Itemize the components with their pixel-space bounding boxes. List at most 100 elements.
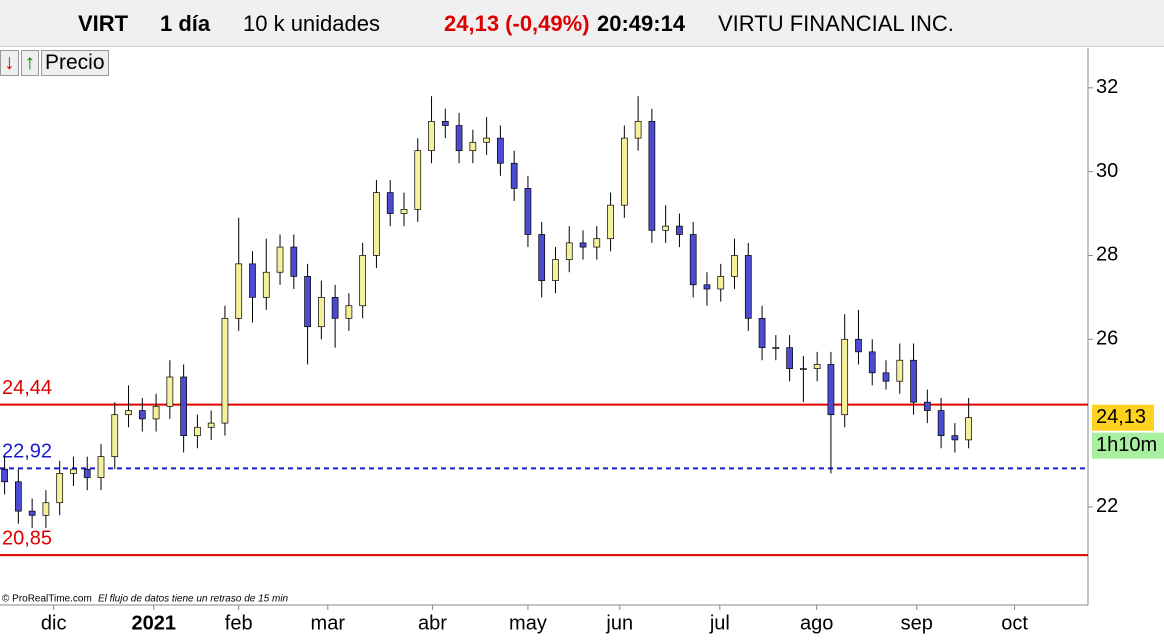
candle-body (882, 372, 890, 382)
symbol[interactable]: VIRT (78, 11, 129, 36)
y-tick-label: 22 (1096, 495, 1118, 517)
candle-body (855, 338, 862, 353)
candle-body (455, 125, 463, 152)
candle-body (841, 338, 849, 416)
candle-body (386, 192, 394, 214)
time: 20:49:14 (597, 11, 686, 36)
candle-body (42, 502, 50, 516)
candle-body (1, 468, 8, 483)
level-label: 20,85 (2, 527, 52, 549)
company-name: VIRTU FINANCIAL INC. (718, 11, 954, 36)
candle-body (896, 359, 904, 382)
countdown-badge (1092, 432, 1164, 459)
candle-body (373, 192, 380, 256)
candle-body (262, 271, 270, 298)
candle-body (111, 414, 119, 457)
x-tick-label: feb (225, 612, 253, 634)
candle-body (97, 456, 105, 478)
candle-body (180, 376, 187, 437)
period[interactable]: 1 día (160, 11, 211, 36)
candle-body (331, 297, 339, 319)
candle-body (70, 468, 77, 474)
candle-body (538, 234, 546, 281)
y-tick-label: 30 (1096, 160, 1118, 182)
candle-body (744, 255, 752, 319)
candle-body (689, 234, 697, 286)
candle-body (910, 359, 917, 403)
candle-body (15, 481, 22, 512)
y-tick-label: 26 (1096, 328, 1118, 350)
candle-body (400, 209, 408, 214)
candle-body (758, 317, 766, 349)
candle-body (428, 120, 435, 152)
candle-body (717, 276, 725, 290)
candle-body (579, 242, 587, 248)
down-button[interactable]: ↓ (0, 50, 19, 76)
x-tick-label: ago (800, 612, 833, 634)
countdown-label: 1h10m (1096, 434, 1157, 456)
x-tick-label: sep (901, 612, 933, 634)
candle-body (56, 473, 64, 504)
candle-body (483, 137, 490, 143)
candle-body (83, 468, 91, 478)
x-tick-label: dic (41, 612, 67, 634)
candle-body (497, 137, 504, 164)
candle-body (565, 242, 573, 261)
up-button[interactable]: ↑ (20, 50, 39, 76)
indicator[interactable]: Precio (41, 50, 109, 76)
y-tick-label: 32 (1096, 76, 1118, 98)
candle-body (868, 351, 876, 374)
candle-body (207, 422, 215, 428)
last-price-label: 24,13 (1096, 406, 1146, 428)
candle-body (813, 364, 821, 369)
candle-body (937, 410, 945, 437)
candle-body (648, 120, 656, 231)
y-tick-label: 28 (1096, 244, 1118, 266)
candle-body (965, 417, 972, 441)
candle-body (620, 137, 628, 206)
candle-body (125, 410, 132, 416)
x-tick-label: abr (418, 612, 447, 634)
candle-body (152, 405, 160, 420)
level-label: 22,92 (2, 441, 52, 463)
candle-body (951, 435, 959, 441)
level-label: 24,44 (2, 377, 52, 399)
candle-body (731, 255, 738, 277)
candle-body (276, 246, 284, 273)
candle-body (138, 410, 146, 420)
candle-body (524, 188, 532, 235)
candle-body (800, 368, 807, 370)
candle-body (28, 510, 36, 516)
x-tick-label: may (509, 612, 547, 634)
candle-body (194, 426, 201, 437)
candle-body (634, 120, 642, 139)
x-tick-label: jul (709, 612, 730, 634)
units[interactable]: 10 k unidades (243, 11, 380, 36)
candle-body (703, 284, 711, 290)
candle-body (469, 141, 477, 152)
candle-body (249, 263, 256, 298)
candle-body (345, 305, 353, 319)
delay-note: El flujo de datos tiene un retraso de 15… (98, 594, 289, 605)
copyright: © ProRealTime.com (2, 594, 92, 605)
candle-body (552, 259, 559, 281)
x-tick-label: jun (605, 612, 633, 634)
candle-body (593, 238, 601, 248)
candle-body (318, 297, 325, 328)
x-tick-label: oct (1001, 612, 1028, 634)
candle-body (304, 276, 311, 328)
candle-body (662, 225, 670, 231)
candle-body (235, 263, 243, 319)
candle-body (772, 347, 780, 350)
x-tick-label: mar (311, 612, 346, 634)
candle-body (359, 255, 367, 307)
candle-body (510, 162, 518, 189)
quote: 24,13 (-0,49%) (444, 11, 590, 36)
candle-body (786, 347, 793, 369)
candle-body (414, 150, 422, 210)
candle-body (607, 204, 614, 240)
last-price-badge (1092, 404, 1154, 431)
candle-body (441, 120, 449, 126)
